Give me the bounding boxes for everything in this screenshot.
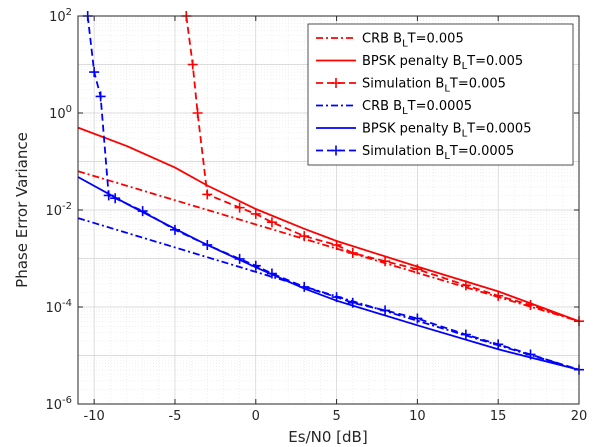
x-tick-label: 0 <box>252 409 260 424</box>
plus-marker <box>525 349 536 360</box>
plus-marker <box>202 239 213 250</box>
legend-entry: Simulation BLT=0.005 <box>362 77 506 95</box>
legend: CRB BLT=0.005 BPSK penalty BLT=0.005 Simul… <box>307 23 574 166</box>
legend-entry: BPSK penalty BLT=0.005 <box>362 54 523 72</box>
plus-marker <box>347 247 358 258</box>
plus-marker <box>137 206 148 217</box>
plus-marker <box>250 260 261 271</box>
plus-marker <box>412 264 423 275</box>
plus-marker <box>103 190 114 201</box>
plus-marker <box>250 208 261 219</box>
plus-marker <box>460 280 471 291</box>
x-tick-label: -5 <box>168 409 181 424</box>
series-6 <box>82 11 584 375</box>
plus-marker <box>192 108 203 118</box>
series-line <box>185 15 580 323</box>
series-line <box>77 126 580 323</box>
legend-marker <box>331 78 341 88</box>
plus-marker <box>169 224 180 235</box>
y-tick-label: 100 <box>49 104 72 122</box>
plus-marker <box>110 193 121 204</box>
y-axis-label: Phase Error Variance <box>13 132 31 288</box>
plus-marker <box>234 253 245 264</box>
plus-marker <box>89 67 100 78</box>
plus-marker <box>202 189 213 200</box>
legend-marker <box>331 145 341 156</box>
tick-marks <box>78 15 580 405</box>
legend-box <box>307 23 574 166</box>
plus-marker <box>412 313 423 324</box>
plus-marker <box>493 339 504 350</box>
legend-entry: Simulation BLT=0.0005 <box>362 144 514 162</box>
plus-marker <box>380 305 391 316</box>
y-tick-label: 102 <box>49 7 72 25</box>
plus-marker <box>460 329 471 340</box>
plus-marker <box>493 290 504 301</box>
y-tick-label: 10-4 <box>45 298 72 316</box>
plus-marker <box>299 281 310 292</box>
plus-marker <box>347 297 358 308</box>
plus-marker <box>95 91 106 102</box>
x-tick-label: 5 <box>332 409 340 424</box>
x-tick-label: 15 <box>490 409 507 424</box>
plus-marker <box>331 292 342 303</box>
plus-marker <box>525 299 536 310</box>
plus-marker <box>331 239 342 250</box>
legend-entry: BPSK penalty BLT=0.0005 <box>362 122 531 140</box>
plus-marker <box>266 268 277 279</box>
legend-entry: CRB BLT=0.0005 <box>362 99 472 117</box>
series-line <box>77 176 580 371</box>
legend-entry: CRB BLT=0.005 <box>362 32 464 50</box>
plus-marker <box>266 217 277 228</box>
y-tick-label: 10-2 <box>45 201 72 219</box>
x-tick-label: 20 <box>571 409 588 424</box>
x-tick-labels: -10 -5 0 5 10 15 20 <box>84 409 588 424</box>
x-tick-label: -10 <box>84 409 105 424</box>
y-tick-label: 10-6 <box>45 395 72 413</box>
plus-marker <box>299 231 310 242</box>
series-2 <box>77 126 580 323</box>
x-tick-label: 10 <box>409 409 426 424</box>
x-axis-label: Es/N0 [dB] <box>288 428 367 446</box>
series-5 <box>77 176 580 371</box>
y-tick-labels: 10-6 10-4 10-2 100 102 <box>45 7 72 413</box>
plus-marker <box>234 202 245 213</box>
plus-marker <box>380 256 391 267</box>
plus-marker <box>187 59 198 70</box>
